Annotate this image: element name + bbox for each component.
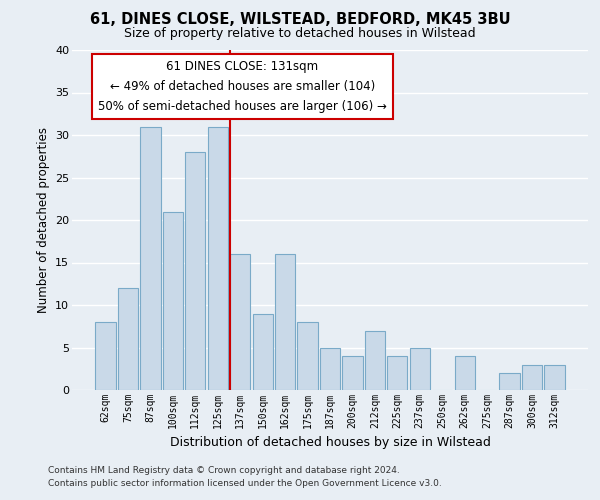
Bar (544, 364, 565, 390)
Bar (118, 288, 138, 390)
Bar (455, 356, 475, 390)
Text: 61, DINES CLOSE, WILSTEAD, BEDFORD, MK45 3BU: 61, DINES CLOSE, WILSTEAD, BEDFORD, MK45… (89, 12, 511, 28)
Bar (365, 330, 385, 390)
Y-axis label: Number of detached properties: Number of detached properties (37, 127, 50, 313)
Bar (522, 364, 542, 390)
Bar (275, 254, 295, 390)
Bar (410, 348, 430, 390)
Bar (387, 356, 407, 390)
Bar (320, 348, 340, 390)
Bar (163, 212, 183, 390)
Bar (343, 356, 362, 390)
Text: 61 DINES CLOSE: 131sqm
← 49% of detached houses are smaller (104)
50% of semi-de: 61 DINES CLOSE: 131sqm ← 49% of detached… (98, 60, 387, 113)
Bar (230, 254, 250, 390)
Bar (298, 322, 317, 390)
X-axis label: Distribution of detached houses by size in Wilstead: Distribution of detached houses by size … (170, 436, 490, 450)
Text: Size of property relative to detached houses in Wilstead: Size of property relative to detached ho… (124, 28, 476, 40)
Bar (140, 126, 161, 390)
Bar (185, 152, 205, 390)
Bar (499, 373, 520, 390)
Bar (95, 322, 116, 390)
Bar (208, 126, 228, 390)
Bar (253, 314, 273, 390)
Text: Contains HM Land Registry data © Crown copyright and database right 2024.
Contai: Contains HM Land Registry data © Crown c… (48, 466, 442, 487)
